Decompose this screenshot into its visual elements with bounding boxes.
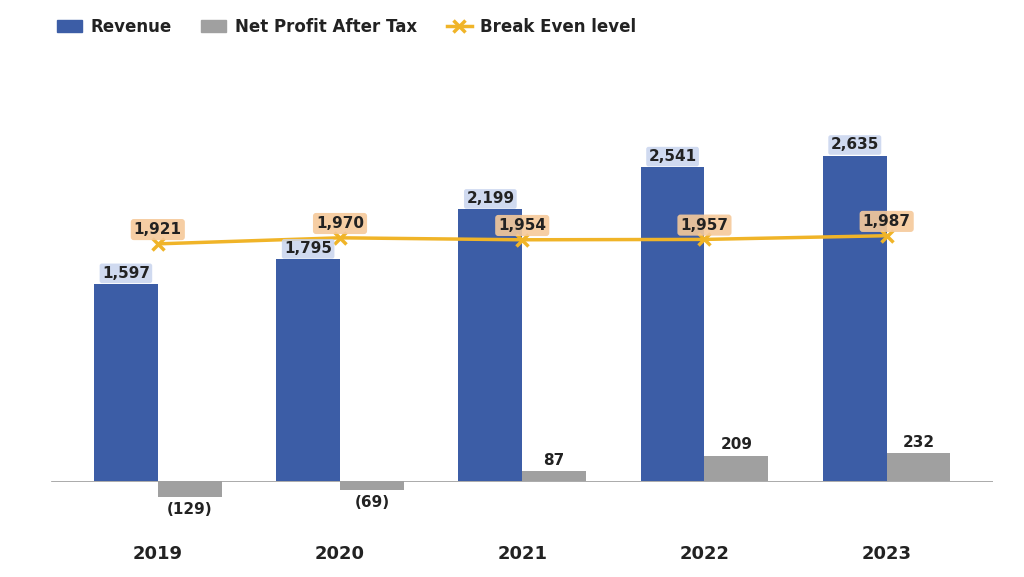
Bar [340, 481, 403, 490]
Text: Break Even Chart ($'000): Break Even Chart ($'000) [354, 39, 670, 59]
Bar [522, 471, 586, 481]
Bar [823, 156, 887, 481]
Legend: Revenue, Net Profit After Tax, Break Even level: Revenue, Net Profit After Tax, Break Eve… [50, 11, 643, 43]
Text: 1,957: 1,957 [681, 218, 728, 233]
Bar [459, 209, 522, 481]
Text: 87: 87 [544, 452, 565, 467]
Text: 2,541: 2,541 [648, 149, 696, 164]
Text: (69): (69) [354, 495, 389, 510]
Text: 2,199: 2,199 [466, 192, 514, 207]
Text: 1,970: 1,970 [316, 216, 364, 231]
Bar [887, 453, 950, 481]
Text: 2,635: 2,635 [830, 137, 879, 152]
Bar [705, 456, 768, 481]
Bar [276, 260, 340, 481]
Bar [94, 284, 158, 481]
Text: 1,795: 1,795 [284, 241, 332, 256]
Text: (129): (129) [167, 502, 213, 517]
Text: 1,921: 1,921 [134, 222, 182, 237]
Text: 1,597: 1,597 [102, 266, 150, 281]
Text: 232: 232 [902, 434, 935, 449]
Text: 1,987: 1,987 [862, 214, 910, 229]
Bar [641, 167, 705, 481]
Bar [158, 481, 221, 497]
Text: 209: 209 [720, 437, 753, 452]
Text: 1,954: 1,954 [499, 218, 546, 233]
